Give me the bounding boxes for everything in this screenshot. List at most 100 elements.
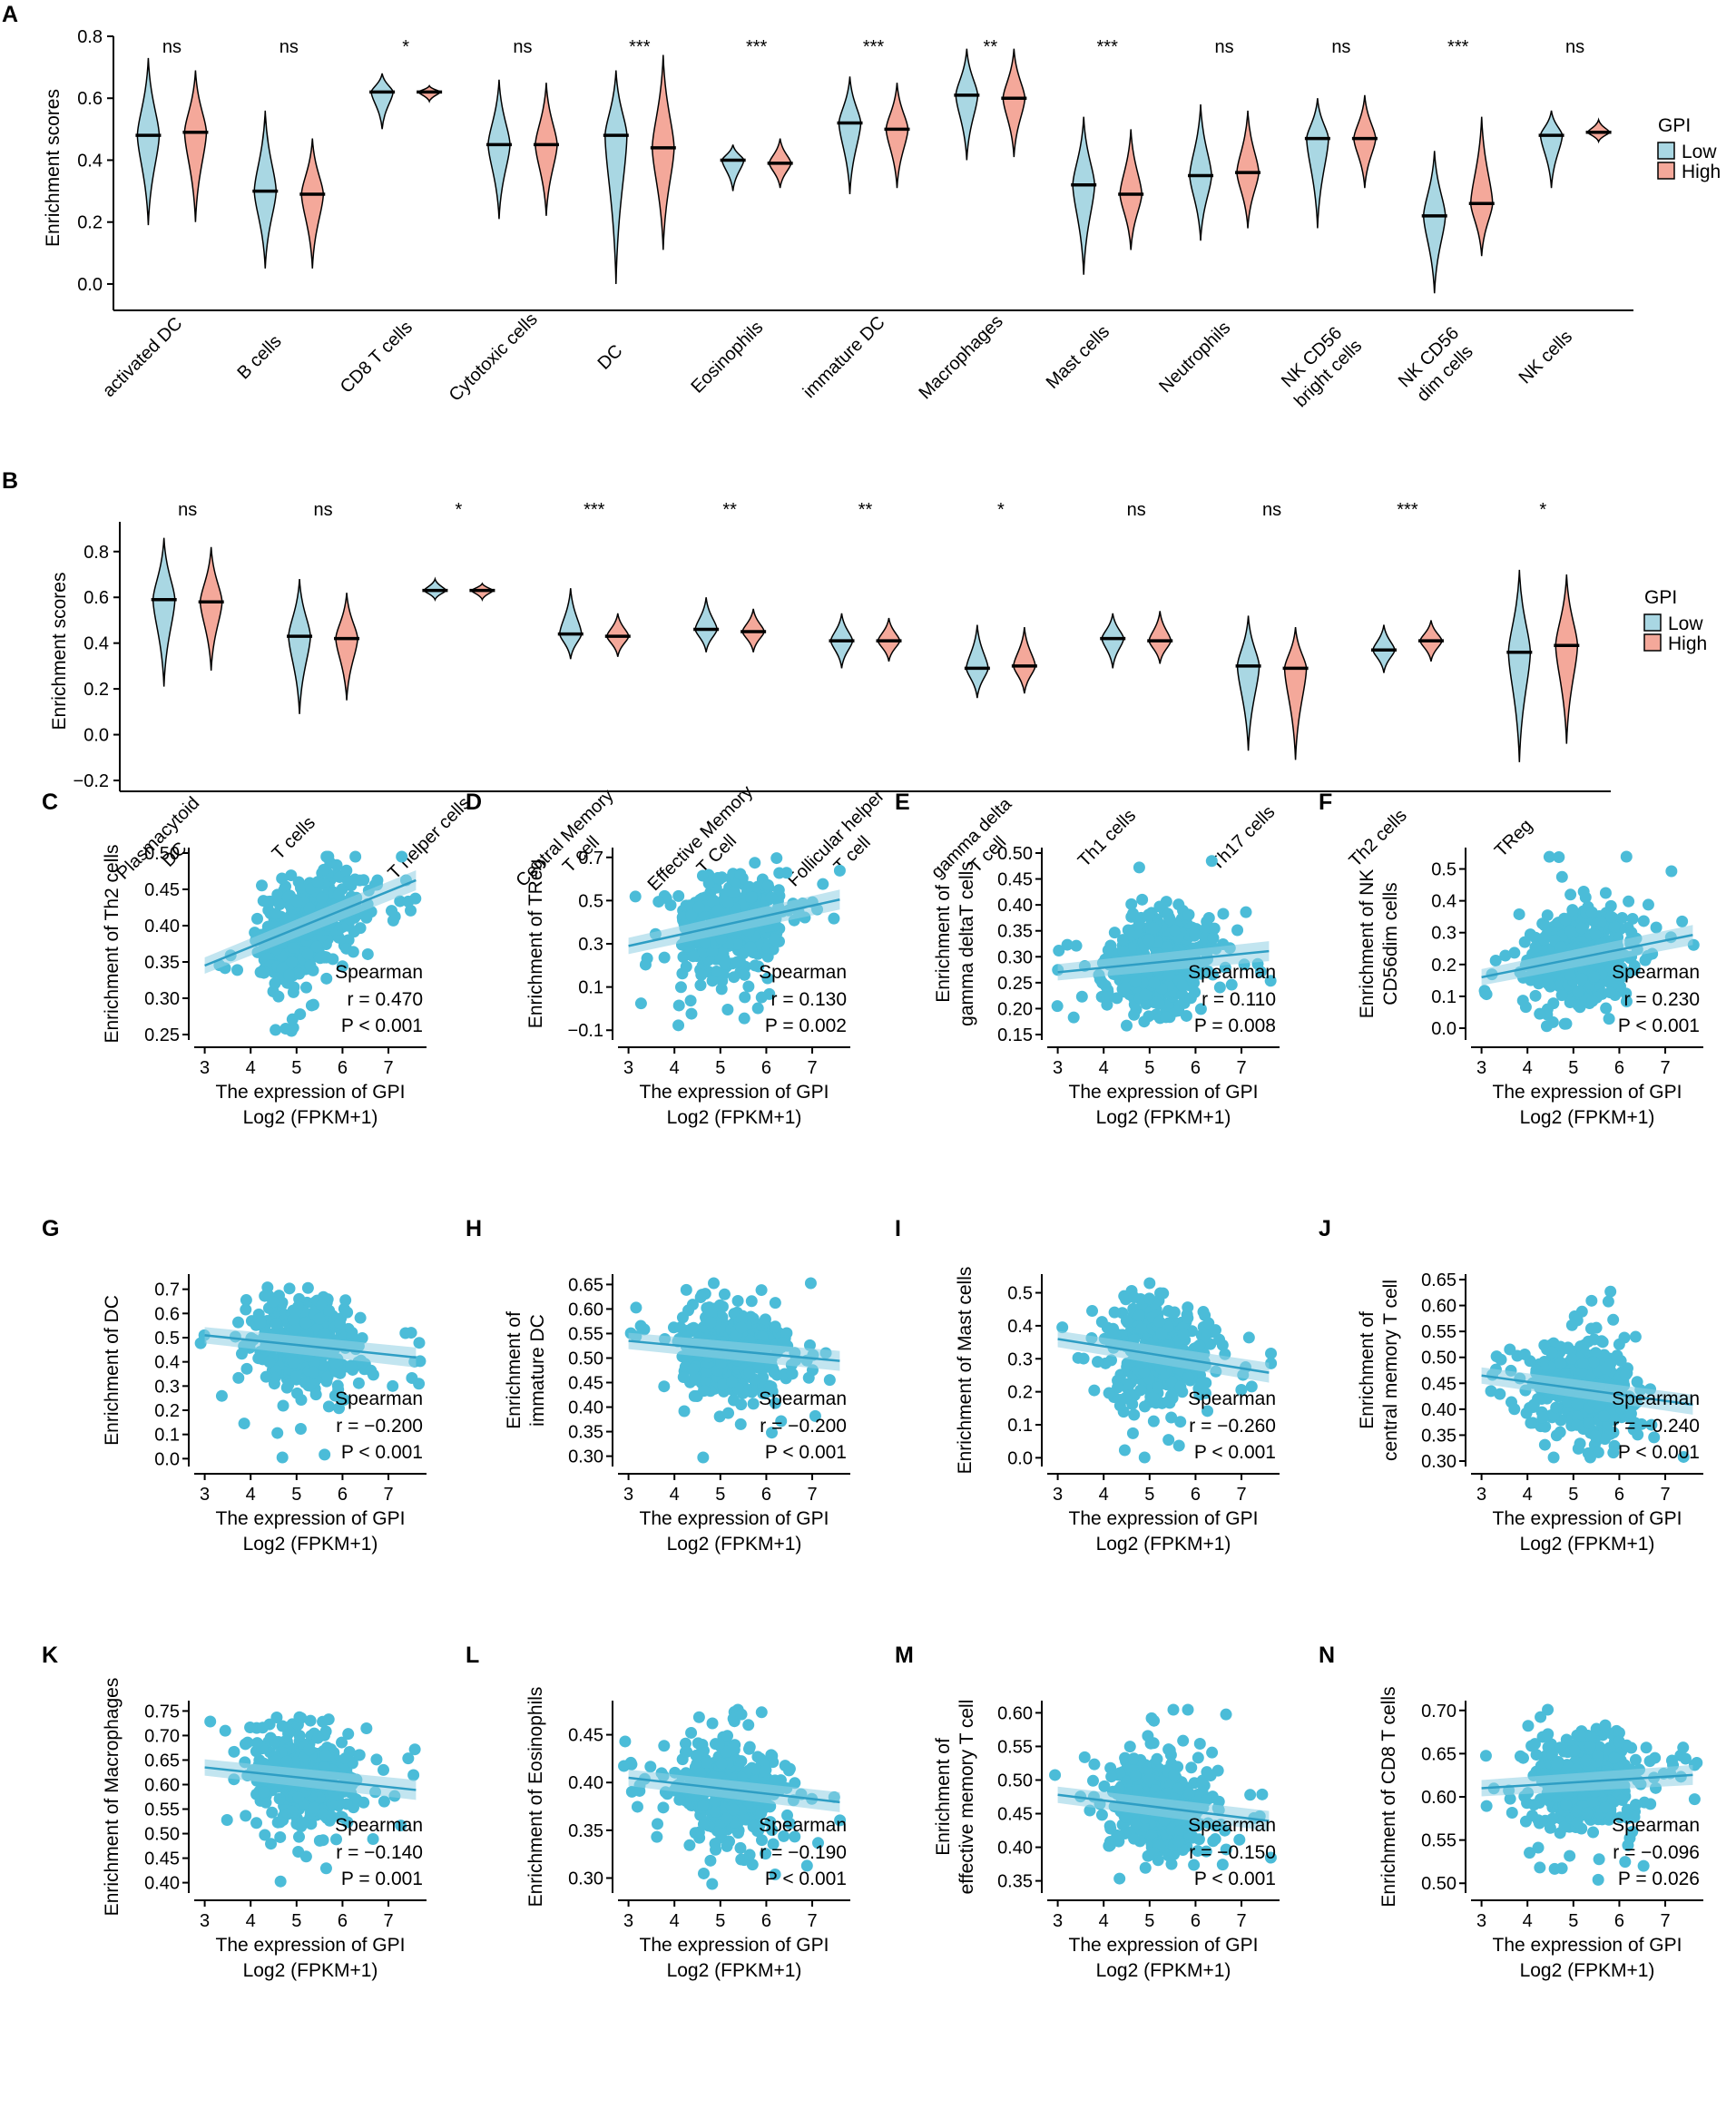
scatter-point [652,896,665,908]
scatter-point [240,1810,252,1822]
scatter-point [783,1762,796,1775]
scatter-point [413,1337,426,1349]
violin-high [300,138,325,269]
scatter-point [1135,1322,1148,1335]
scatter-point [1626,912,1639,925]
y-axis-title: Enrichment of Th2 cells [102,844,123,1043]
scatter-point [1153,1315,1166,1328]
scatter-point [270,1024,282,1036]
scatter-point [240,1303,252,1316]
scatter-point [1584,1322,1597,1335]
scatter-point [673,1793,686,1806]
violin-low [1422,151,1447,294]
scatter-point [301,1281,314,1294]
x-tick-label: 4 [246,1058,256,1078]
x-tick-label: 7 [1660,1058,1670,1078]
scatter-point [282,1378,295,1391]
violin-low [559,588,583,660]
y-axis-title: Enrichment of Eosinophils [525,1687,546,1908]
scatter-point [672,999,685,1012]
scatter-point [1642,898,1654,911]
scatter-point [1174,1416,1187,1428]
scatter-point [1499,949,1512,962]
scatter-point [1555,1357,1567,1369]
scatter-point [652,1818,664,1830]
y-tick-label: 0.40 [144,917,180,937]
scatter-point [1559,914,1572,927]
spearman-label: Spearman [759,962,847,983]
scatter-point [1619,1369,1632,1381]
scatter-point [313,1312,326,1325]
significance-label: ** [984,37,998,57]
scatter-point [342,875,355,888]
violin-low [694,597,718,652]
y-tick-label: 0.25 [144,1025,180,1045]
scatter-point [399,1327,412,1339]
category-label: Th2 cells [1346,806,1411,871]
scatter-point [276,1451,289,1464]
violin-low [966,624,989,699]
panel-label: C [42,790,58,815]
violin-high [199,546,223,671]
scatter-point [1103,1387,1115,1399]
spearman-p: P = 0.002 [765,1015,847,1036]
scatter-point [286,1805,299,1818]
scatter-point [320,972,333,985]
spearman-r: r = −0.240 [1613,1416,1700,1437]
y-tick-label: 0.2 [77,213,103,233]
panel-label: F [1319,790,1332,815]
scatter-point [1133,917,1145,930]
scatter-point [1536,1411,1549,1424]
scatter-point [747,1398,760,1410]
scatter-point [1147,1415,1160,1427]
scatter-point [755,1706,768,1719]
violin-low [152,537,176,687]
legend-title: GPI [1658,115,1691,136]
scatter-point [687,1363,700,1376]
violin-high [1469,116,1494,257]
scatter-point [1615,961,1628,974]
x-tick-label: 3 [623,1058,633,1078]
violin-high [1353,94,1377,189]
x-axis-title: Log2 (FPKM+1) [1520,1534,1655,1555]
scatter-point [658,1740,671,1752]
scatter-point [303,902,316,915]
x-axis-title: The expression of GPI [216,1935,406,1956]
scatter-point [1095,1809,1108,1821]
scatter-point [1534,1007,1546,1020]
scatter-point [1133,1310,1145,1322]
significance-label: *** [1097,37,1119,57]
scatter-point [1067,1011,1080,1024]
x-tick-label: 7 [383,1485,393,1505]
scatter-point [1213,981,1226,994]
y-tick-label: 0.3 [1007,1349,1033,1369]
x-tick-label: 7 [1236,1485,1246,1505]
x-axis-title: Log2 (FPKM+1) [1096,1107,1231,1128]
scatter-point [1189,927,1201,940]
scatter-point [322,1400,335,1413]
spearman-p: P < 0.001 [341,1442,423,1463]
spearman-label: Spearman [335,1388,423,1409]
scatter-point [735,1755,748,1768]
x-tick-label: 3 [200,1485,210,1505]
scatter-point [303,1743,316,1756]
scatter-point [1165,1389,1178,1402]
y-axis-title: Enrichment of [933,885,954,1003]
x-tick-label: 3 [1053,1485,1063,1505]
scatter-point [674,981,687,994]
scatter-point [215,1389,228,1402]
scatter-point [1264,975,1277,987]
scatter-point [336,1736,348,1749]
y-tick-label: 0.65 [1421,1270,1456,1290]
scatter-point [327,953,339,966]
y-tick-label: 0.40 [144,1874,180,1894]
scatter-point [276,1296,289,1309]
violin-low [838,76,862,195]
scatter-point [1177,1328,1190,1340]
legend-swatch-high [1657,162,1675,180]
category-label: T helper cells [384,793,474,883]
scatter-point [1136,893,1149,906]
scatter-point [629,890,642,903]
scatter-point [269,1754,281,1767]
